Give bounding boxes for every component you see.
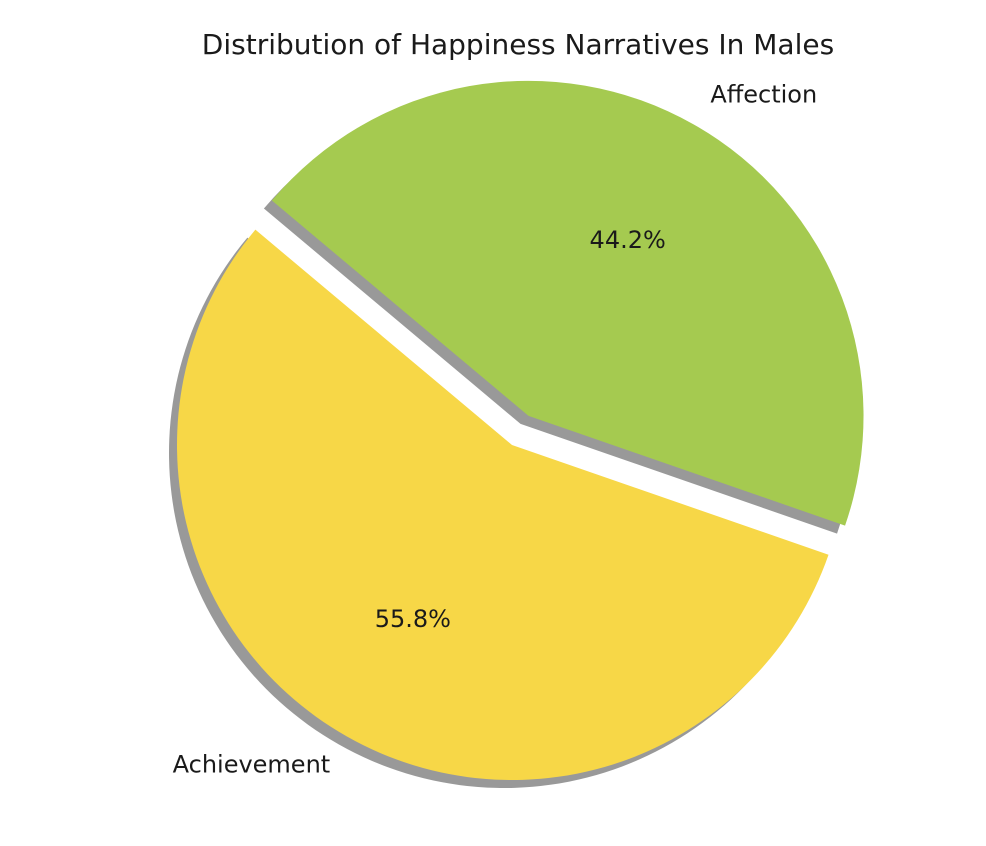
slice-label-affection: Affection bbox=[710, 80, 817, 108]
slice-layer bbox=[177, 80, 864, 780]
slice-label-achievement: Achievement bbox=[173, 751, 331, 779]
chart-title: Distribution of Happiness Narratives In … bbox=[202, 28, 834, 61]
pct-label-affection: 44.2% bbox=[590, 226, 666, 254]
pct-label-achievement: 55.8% bbox=[375, 605, 451, 633]
label-layer: Achievement 55.8% Affection 44.2% bbox=[173, 80, 818, 778]
slice-affection bbox=[271, 80, 864, 526]
slice-achievement bbox=[177, 229, 829, 780]
